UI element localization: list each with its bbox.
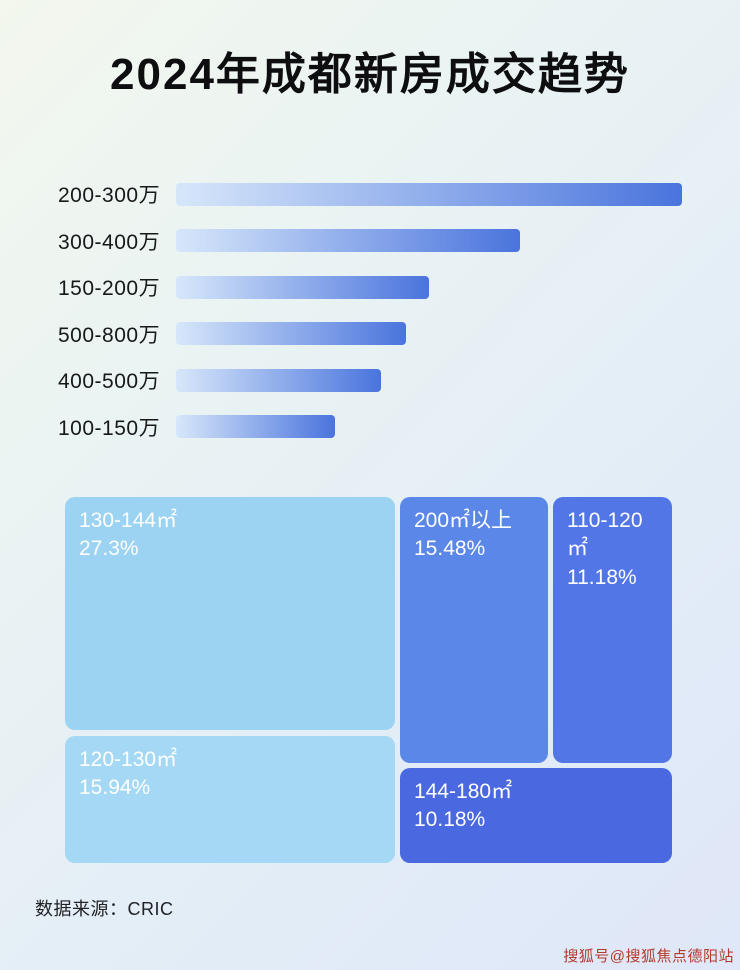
bar-label: 500-800万 xyxy=(58,323,161,347)
treemap-block-label: 200㎡以上 xyxy=(414,509,513,532)
bar-track xyxy=(176,368,682,392)
bar-track xyxy=(176,182,682,206)
bar-row: 150-200万 xyxy=(58,273,682,301)
bar xyxy=(176,275,429,299)
bar-track xyxy=(176,229,682,252)
treemap-block-label: 130-144㎡ xyxy=(79,509,178,532)
bar xyxy=(176,415,336,438)
page-title: 2024年成都新房成交趋势 xyxy=(110,50,630,99)
treemap-block-value: 11.18% xyxy=(567,565,637,589)
treemap-block-144-180: 144-180㎡ 10.18% xyxy=(400,768,672,863)
bar xyxy=(176,368,381,392)
treemap-block-130-144: 130-144㎡ 27.3% xyxy=(65,497,395,730)
bar-label: 400-500万 xyxy=(58,370,161,393)
treemap-block-label: 120-130㎡ xyxy=(79,748,178,771)
bar-row: 500-800万 xyxy=(58,320,682,348)
bar-label: 100-150万 xyxy=(58,416,161,440)
bar-track xyxy=(176,322,682,345)
treemap-block-value: 15.48% xyxy=(414,537,486,561)
area-size-treemap: 130-144㎡ 27.3% 120-130㎡ 15.94% 200㎡以上 15… xyxy=(65,497,672,863)
bar-track xyxy=(176,275,682,299)
bar-label: 150-200万 xyxy=(58,277,161,300)
treemap-block-200-plus: 200㎡以上 15.48% xyxy=(400,497,548,763)
treemap-block-120-130: 120-130㎡ 15.94% xyxy=(65,736,395,863)
data-source-caption: 数据来源：CRIC xyxy=(35,899,174,919)
price-band-bar-chart: 200-300万 300-400万 150-200万 500-800万 400-… xyxy=(58,180,682,459)
treemap-block-label: 110-120㎡ xyxy=(567,509,643,561)
treemap-block-value: 10.18% xyxy=(414,808,486,832)
bar-label: 300-400万 xyxy=(58,230,161,254)
bar-row: 100-150万 xyxy=(58,413,682,441)
treemap-block-value: 15.94% xyxy=(79,776,151,800)
bar-row: 300-400万 xyxy=(58,227,682,255)
bar xyxy=(176,182,682,206)
treemap-block-value: 27.3% xyxy=(79,537,139,561)
bar xyxy=(176,322,407,345)
treemap-block-label: 144-180㎡ xyxy=(414,780,513,803)
bar-track xyxy=(176,415,682,438)
bar-row: 400-500万 xyxy=(58,366,682,394)
treemap-block-110-120: 110-120㎡ 11.18% xyxy=(553,497,672,763)
bar xyxy=(176,229,521,252)
watermark-text: 搜狐号@搜狐焦点德阳站 xyxy=(563,948,734,965)
bar-row: 200-300万 xyxy=(58,180,682,208)
bar-label: 200-300万 xyxy=(58,184,161,207)
